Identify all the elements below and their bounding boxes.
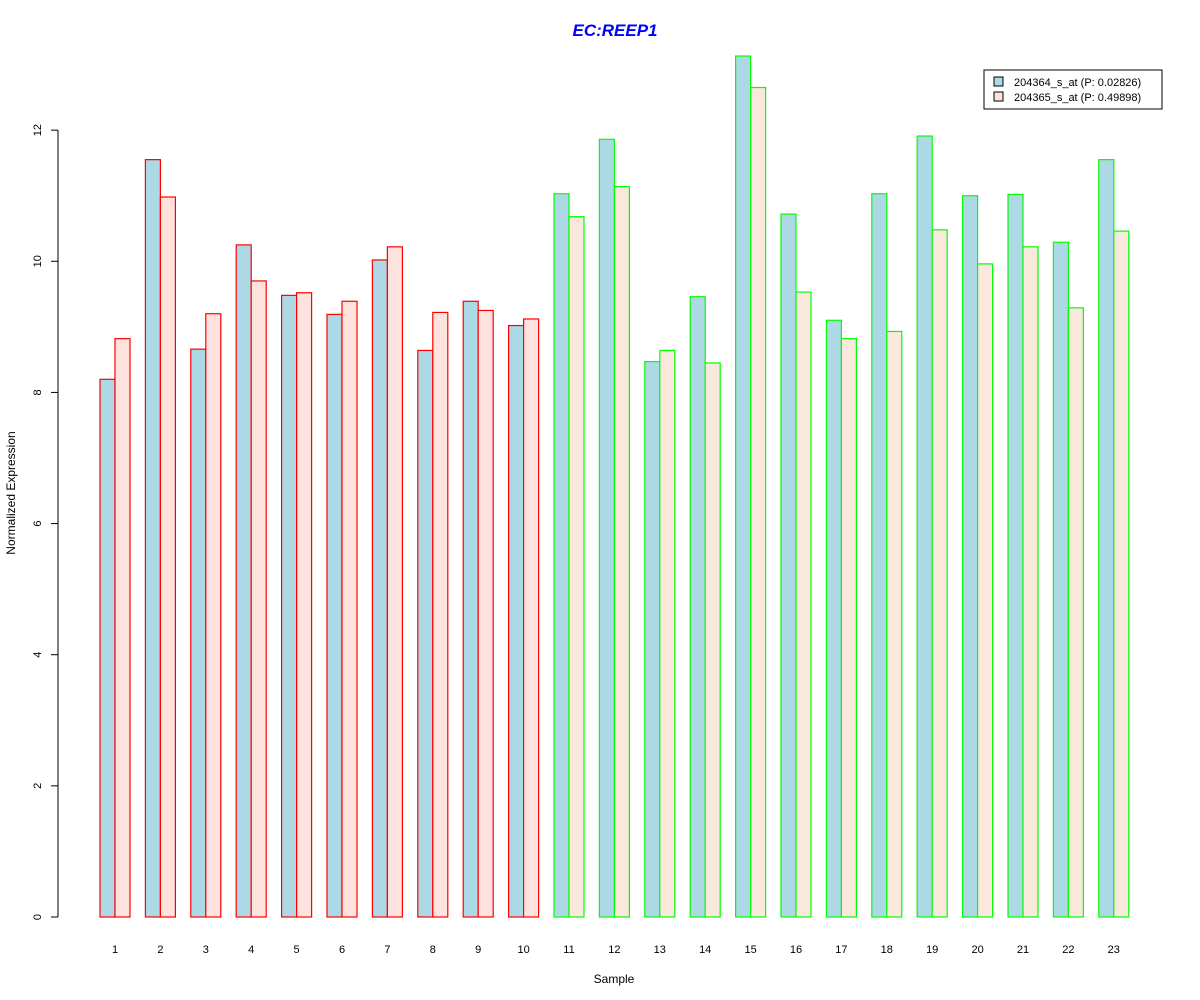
bar-series-2-sample-12: [613, 185, 631, 918]
bar-series-2-sample-15: [749, 86, 767, 918]
legend: 204364_s_at (P: 0.02826) 204365_s_at (P:…: [983, 69, 1163, 110]
bar-series-2-sample-17: [840, 338, 858, 918]
bar-series-1-sample-10: [508, 324, 525, 918]
x-tick-label: 12: [608, 944, 620, 956]
bar-series-2-sample-9: [477, 309, 494, 918]
bar-series-2-sample-1: [114, 338, 131, 918]
y-tick-label: 2: [32, 783, 44, 789]
y-axis-label: Normalized Expression: [4, 431, 18, 554]
legend-swatch-series-2: [993, 91, 1004, 102]
bar-series-2-sample-11: [568, 216, 585, 918]
x-tick-label: 8: [430, 944, 436, 956]
x-tick-label: 4: [248, 944, 254, 956]
bar-series-2-sample-7: [386, 246, 403, 918]
bar-series-1-sample-13: [644, 361, 661, 918]
bar-series-2-sample-16: [795, 291, 812, 918]
x-tick-label: 13: [654, 944, 666, 956]
x-tick-label: 1: [112, 944, 118, 956]
legend-box: [983, 69, 1163, 110]
x-tick-label: 5: [294, 944, 300, 956]
bar-series-1-sample-3: [190, 348, 207, 918]
bar-series-2-sample-3: [205, 313, 222, 918]
bar-series-1-sample-12: [598, 138, 616, 918]
bar-series-1-sample-19: [916, 135, 933, 918]
bar-series-1-sample-8: [417, 349, 434, 918]
bar-series-1-sample-6: [326, 313, 343, 918]
bar-series-2-sample-21: [1022, 246, 1039, 918]
x-tick-label: 2: [157, 944, 163, 956]
bar-series-2-sample-10: [522, 318, 540, 918]
bar-series-1-sample-15: [734, 55, 752, 918]
chart-title: EC:REEP1: [572, 21, 657, 40]
bar-series-1-sample-20: [961, 195, 979, 918]
y-tick-label: 8: [32, 389, 44, 395]
bar-series-1-sample-2: [144, 159, 161, 918]
bar-series-2-sample-2: [159, 196, 176, 918]
bar-series-2-sample-8: [432, 311, 449, 918]
y-tick-label: 6: [32, 521, 44, 527]
x-tick-label: 10: [517, 944, 529, 956]
y-tick-label: 0: [32, 914, 44, 920]
bar-series-1-sample-4: [235, 244, 252, 918]
x-tick-label: 11: [563, 944, 574, 956]
bar-series-1-sample-5: [281, 294, 298, 918]
legend-label-series-1: 204364_s_at (P: 0.02826): [1014, 77, 1141, 89]
bar-series-2-sample-13: [659, 349, 676, 918]
bar-series-1-sample-17: [825, 319, 843, 918]
legend-label-series-2: 204365_s_at (P: 0.49898): [1014, 92, 1141, 104]
x-axis-label: Sample: [594, 972, 635, 986]
x-tick-label: 6: [339, 944, 345, 956]
x-tick-label: 17: [835, 944, 847, 956]
x-tick-labels: 1 2 3 4 5 6 7 8 9 10 11 12 13 14 15 16 17 18 19 20 21 22 23: [112, 944, 1120, 956]
bar-series-2-sample-5: [296, 292, 313, 918]
legend-swatch-series-1: [993, 76, 1004, 87]
y-tick-label: 4: [32, 652, 44, 658]
x-tick-label: 9: [475, 944, 481, 956]
bar-series-1-sample-1: [99, 378, 116, 918]
x-tick-label: 14: [699, 944, 711, 956]
bar-series-1-sample-23: [1098, 159, 1115, 918]
bar-series-1-sample-7: [371, 259, 388, 918]
bar-series-2-sample-6: [341, 300, 358, 918]
bar-series-1-sample-22: [1052, 241, 1070, 918]
bar-series-1-sample-9: [462, 300, 479, 918]
x-tick-label: 20: [971, 944, 983, 956]
x-tick-label: 16: [790, 944, 802, 956]
x-tick-label: 22: [1062, 944, 1074, 956]
x-tick-label: 7: [384, 944, 390, 956]
bar-series-1-sample-16: [780, 213, 797, 918]
bar-series-2-sample-20: [976, 263, 994, 918]
bar-series-2-sample-18: [886, 330, 903, 918]
x-tick-label: 3: [203, 944, 209, 956]
bar-series-2-sample-23: [1113, 230, 1130, 918]
bars-group: [99, 55, 1130, 918]
bar-series-2-sample-22: [1067, 307, 1085, 918]
bar-series-2-sample-14: [704, 362, 721, 918]
bar-series-2-sample-19: [931, 229, 948, 918]
y-tick-label: 12: [32, 124, 44, 136]
x-tick-label: 23: [1108, 944, 1120, 956]
y-axis: 0 2 4 6 8 10 12: [32, 124, 59, 920]
x-tick-label: 15: [744, 944, 756, 956]
bar-series-1-sample-11: [553, 193, 570, 918]
bar-series-1-sample-18: [871, 193, 888, 918]
bar-series-2-sample-4: [250, 280, 267, 918]
x-tick-label: 21: [1017, 944, 1029, 956]
bar-series-1-sample-14: [689, 296, 706, 918]
x-tick-label: 18: [881, 944, 893, 956]
y-tick-label: 10: [32, 255, 44, 267]
bar-series-1-sample-21: [1007, 193, 1024, 918]
x-tick-label: 19: [926, 944, 938, 956]
